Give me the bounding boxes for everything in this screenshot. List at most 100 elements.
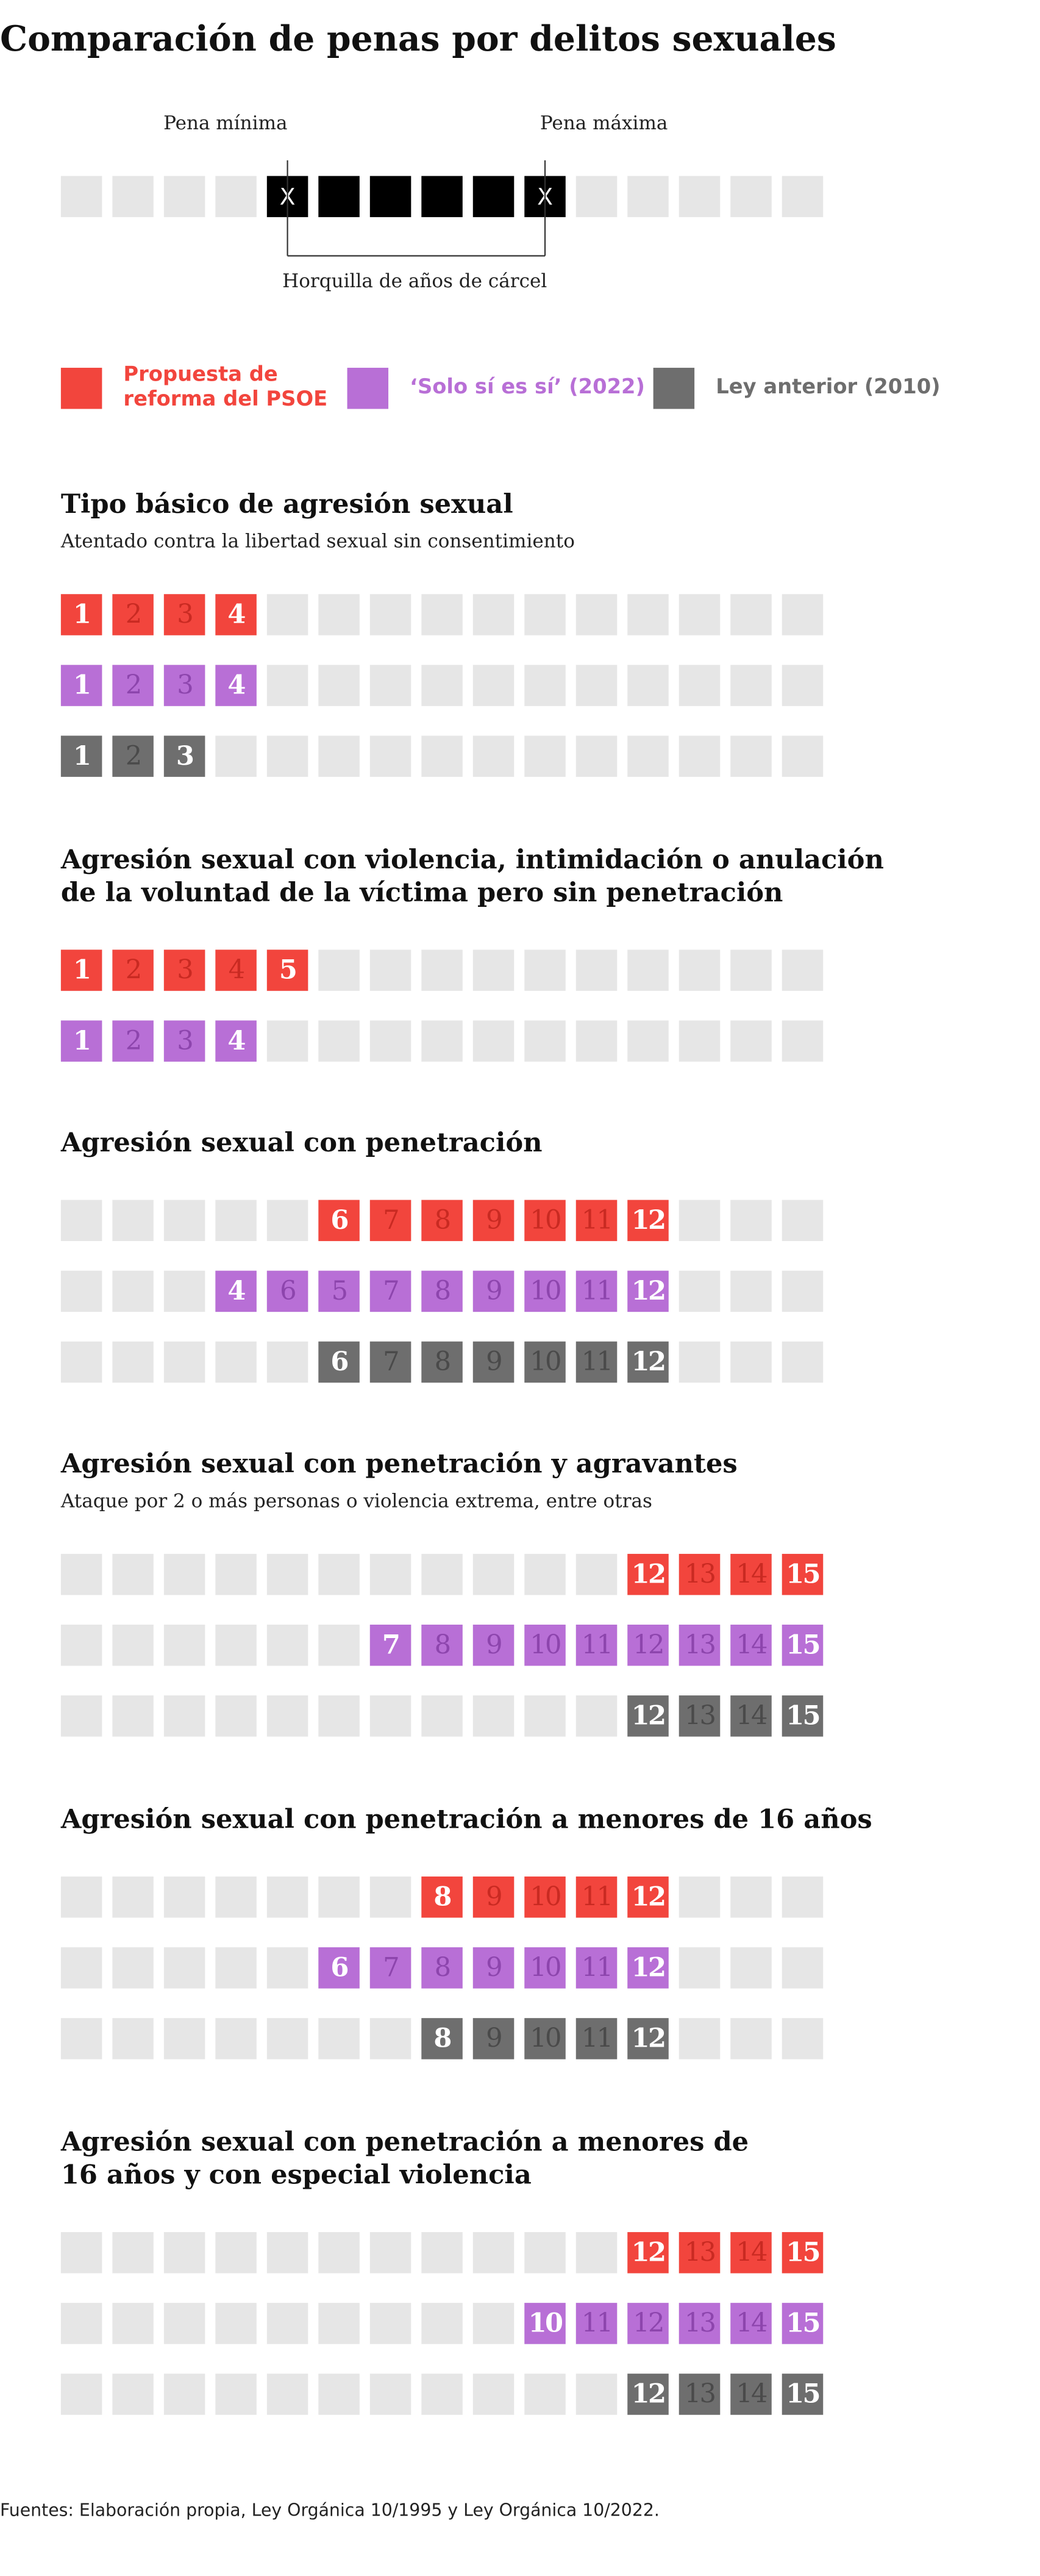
year-label: 10 [530, 1630, 560, 1660]
year-cell [782, 1553, 824, 1595]
year-cell [421, 1947, 463, 1989]
empty-cell [421, 2303, 463, 2344]
year-cell [112, 594, 154, 635]
min-label: Pena mínima [163, 112, 287, 134]
title: Comparación de penas por delitos sexuale… [0, 19, 836, 59]
year-cell [524, 1341, 566, 1383]
section-title: Agresión sexual con violencia, intimidac… [60, 844, 884, 875]
year-cell [678, 2303, 721, 2344]
year-cell [369, 1270, 411, 1312]
year-label: 4 [227, 1275, 245, 1306]
empty-cell [369, 2374, 411, 2415]
empty-cell [215, 176, 257, 218]
year-cell [60, 594, 102, 635]
year-cell [627, 1947, 669, 1989]
empty-cell [266, 1625, 308, 1666]
empty-cell [60, 1877, 102, 1918]
year-cell [575, 2018, 618, 2059]
year-cell [318, 1270, 360, 1312]
year-label: 7 [383, 1205, 398, 1236]
year-label: 11 [582, 1205, 612, 1236]
empty-cell [472, 1020, 515, 1062]
year-cell [318, 1200, 360, 1242]
empty-cell [524, 1553, 566, 1595]
empty-cell [678, 735, 721, 777]
year-label: 9 [486, 1630, 501, 1660]
year-cell [575, 1877, 618, 1918]
year-cell [627, 1625, 669, 1666]
max-label: Pena máxima [540, 112, 668, 134]
empty-cell [215, 2374, 257, 2415]
year-label: 8 [435, 1205, 450, 1236]
year-label: 1 [73, 954, 90, 986]
empty-cell [678, 2018, 721, 2059]
year-label: 5 [279, 954, 296, 986]
year-cell [575, 1200, 618, 1242]
year-label: 5 [332, 1276, 347, 1306]
year-cell [575, 1947, 618, 1989]
empty-cell [575, 176, 618, 218]
empty-cell [421, 1695, 463, 1737]
empty-cell [730, 1200, 772, 1242]
empty-cell [421, 1553, 463, 1595]
year-cell [112, 735, 154, 777]
empty-cell [60, 1553, 102, 1595]
year-cell [782, 1695, 824, 1737]
year-label: 12 [632, 1558, 665, 1589]
year-label: 3 [177, 599, 192, 630]
year-label: 14 [736, 1701, 767, 1731]
empty-cell [369, 2232, 411, 2274]
empty-cell [782, 1877, 824, 1918]
empty-cell [575, 665, 618, 706]
empty-cell [215, 2018, 257, 2059]
year-cell [575, 2303, 618, 2344]
year-cell [524, 1270, 566, 1312]
empty-cell [472, 1553, 515, 1595]
year-cell [678, 1695, 721, 1737]
year-label: 1 [73, 599, 90, 630]
empty-cell [318, 665, 360, 706]
year-label: 12 [632, 2023, 665, 2054]
section-title: Agresión sexual con penetración a menore… [60, 2127, 749, 2158]
empty-cell [678, 1270, 721, 1312]
section-title: Agresión sexual con penetración [60, 1127, 543, 1158]
year-cell [369, 1947, 411, 1989]
year-cell [215, 665, 257, 706]
year-label: 1 [73, 670, 90, 701]
year-label: 3 [176, 740, 193, 771]
year-label: 8 [435, 1347, 450, 1377]
empty-cell [266, 1020, 308, 1062]
empty-cell [678, 1877, 721, 1918]
empty-cell [678, 1947, 721, 1989]
year-label: 6 [330, 1346, 347, 1377]
year-label: 11 [582, 1953, 612, 1983]
year-label: 14 [736, 2308, 767, 2339]
empty-cell [163, 1625, 205, 1666]
legend-label: Ley anterior (2010) [716, 374, 940, 398]
empty-cell [112, 1695, 154, 1737]
empty-cell [421, 594, 463, 635]
year-label: 15 [786, 2237, 819, 2268]
empty-cell [369, 950, 411, 991]
empty-cell [575, 1553, 618, 1595]
empty-cell [215, 1877, 257, 1918]
empty-cell [215, 1200, 257, 1242]
empty-cell [730, 1947, 772, 1989]
year-label: 11 [582, 1347, 612, 1377]
year-cell [163, 950, 205, 991]
section-title: Agresión sexual con penetración a menore… [60, 1804, 872, 1835]
year-label: 8 [435, 1953, 450, 1983]
empty-cell [730, 1020, 772, 1062]
empty-cell [318, 735, 360, 777]
legend-swatch [347, 368, 389, 409]
year-label: 7 [383, 1953, 398, 1983]
year-label: 15 [786, 2378, 819, 2410]
year-label: 3 [177, 670, 192, 701]
empty-cell [421, 2232, 463, 2274]
year-label: 6 [280, 1276, 295, 1306]
legend-swatch [60, 368, 102, 409]
empty-cell [524, 2232, 566, 2274]
empty-cell [163, 2018, 205, 2059]
year-cell [112, 950, 154, 991]
